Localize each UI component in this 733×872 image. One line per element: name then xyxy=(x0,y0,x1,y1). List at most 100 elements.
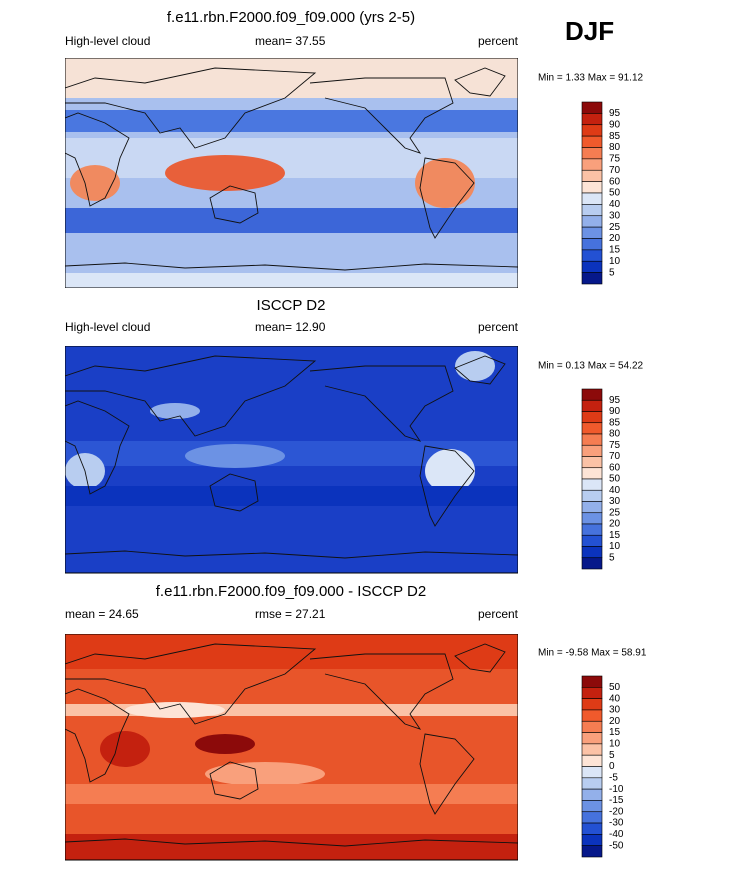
colorbar-label: 50 xyxy=(609,474,621,485)
season-label: DJF xyxy=(565,16,614,46)
colorbar-label: 70 xyxy=(609,165,621,176)
left-label: mean = 24.65 xyxy=(65,607,139,621)
colorbar-box xyxy=(581,101,603,114)
colorbar-box xyxy=(581,743,603,756)
colorbar-box xyxy=(581,557,603,570)
colorbar-box xyxy=(581,181,603,194)
colorbar-label: 60 xyxy=(609,176,621,187)
colorbar-label: 10 xyxy=(609,739,621,750)
colorbar-box xyxy=(581,478,603,491)
colorbar-label: 20 xyxy=(609,233,621,244)
colorbar-box xyxy=(581,811,603,824)
colorbar-box xyxy=(581,456,603,469)
colorbar-label: 30 xyxy=(609,705,621,716)
range-label: Min = -9.58 Max = 58.91 xyxy=(538,648,647,659)
colorbar-box xyxy=(581,845,603,858)
colorbar-box xyxy=(581,720,603,733)
colorbar-label: 95 xyxy=(609,108,621,119)
colorbar-label: 10 xyxy=(609,256,621,267)
colorbar-label: -20 xyxy=(609,806,624,817)
map xyxy=(65,346,518,574)
left-label: High-level cloud xyxy=(65,320,150,334)
colorbar-box xyxy=(581,147,603,160)
units-label: percent xyxy=(478,34,519,48)
colorbar-label: 25 xyxy=(609,507,621,518)
colorbar-label: 95 xyxy=(609,395,621,406)
colorbar-box xyxy=(581,113,603,126)
colorbar-box xyxy=(581,501,603,514)
colorbar-box xyxy=(581,260,603,273)
colorbar-label: 0 xyxy=(609,761,615,772)
colorbar-label: 40 xyxy=(609,693,621,704)
colorbar-label: 30 xyxy=(609,496,621,507)
center-label: mean= 12.90 xyxy=(255,320,326,334)
colorbar-label: -30 xyxy=(609,818,624,829)
colorbar-label: 40 xyxy=(609,199,621,210)
colorbar-box xyxy=(581,411,603,424)
colorbar-box xyxy=(581,388,603,401)
colorbar-box xyxy=(581,754,603,767)
colorbar-label: -5 xyxy=(609,772,618,783)
colorbar-label: 50 xyxy=(609,188,621,199)
colorbar-label: 10 xyxy=(609,541,621,552)
colorbar-box xyxy=(581,834,603,846)
colorbar-box xyxy=(581,777,603,790)
colorbar-label: 25 xyxy=(609,222,621,233)
colorbar-box xyxy=(581,135,603,148)
colorbar-box xyxy=(581,523,603,536)
colorbar-box xyxy=(581,444,603,457)
colorbar-box xyxy=(581,169,603,182)
colorbar-label: 75 xyxy=(609,440,621,451)
colorbar-label: 80 xyxy=(609,429,621,440)
colorbar-label: -10 xyxy=(609,784,624,795)
colorbar-label: 30 xyxy=(609,210,621,221)
center-label: mean= 37.55 xyxy=(255,34,326,48)
panel-title: f.e11.rbn.F2000.f09_f09.000 - ISCCP D2 xyxy=(156,583,426,600)
map xyxy=(65,634,518,861)
colorbar-box xyxy=(581,766,603,779)
colorbar-box xyxy=(581,800,603,813)
colorbar-box xyxy=(581,158,603,171)
colorbar-box xyxy=(581,709,603,722)
colorbar-box xyxy=(581,546,603,559)
colorbar-label: 70 xyxy=(609,451,621,462)
colorbar-box xyxy=(581,675,603,688)
colorbar-box xyxy=(581,192,603,205)
colorbar-label: -50 xyxy=(609,840,624,851)
colorbar-label: 50 xyxy=(609,682,621,693)
colorbar-box xyxy=(581,215,603,228)
colorbar-label: 85 xyxy=(609,131,621,142)
colorbar-label: 5 xyxy=(609,750,615,761)
range-label: Min = 0.13 Max = 54.22 xyxy=(538,361,644,372)
colorbar-label: 15 xyxy=(609,245,621,256)
colorbar-label: 85 xyxy=(609,417,621,428)
colorbar-box xyxy=(581,238,603,251)
colorbar-label: 5 xyxy=(609,552,615,563)
panel-title: ISCCP D2 xyxy=(257,297,326,314)
units-label: percent xyxy=(478,607,519,621)
colorbar-box xyxy=(581,433,603,446)
map xyxy=(65,58,518,288)
range-label: Min = 1.33 Max = 91.12 xyxy=(538,73,644,84)
colorbar-box xyxy=(581,512,603,525)
colorbar-box xyxy=(581,788,603,801)
colorbar-box xyxy=(581,422,603,435)
colorbar-label: 75 xyxy=(609,154,621,165)
colorbar-box xyxy=(581,822,603,835)
colorbar-label: 15 xyxy=(609,727,621,738)
colorbar-box xyxy=(581,124,603,137)
colorbar-box xyxy=(581,226,603,239)
colorbar-label: 40 xyxy=(609,485,621,496)
colorbar-box xyxy=(581,249,603,262)
colorbar-box xyxy=(581,204,603,217)
panel-title: f.e11.rbn.F2000.f09_f09.000 (yrs 2-5) xyxy=(167,9,415,26)
colorbar-label: -15 xyxy=(609,795,624,806)
units-label: percent xyxy=(478,320,519,334)
colorbar-label: 80 xyxy=(609,142,621,153)
colorbar-label: 20 xyxy=(609,519,621,530)
colorbar-box xyxy=(581,272,603,285)
colorbar-label: 20 xyxy=(609,716,621,727)
colorbar-box xyxy=(581,489,603,502)
colorbar-box xyxy=(581,534,603,547)
